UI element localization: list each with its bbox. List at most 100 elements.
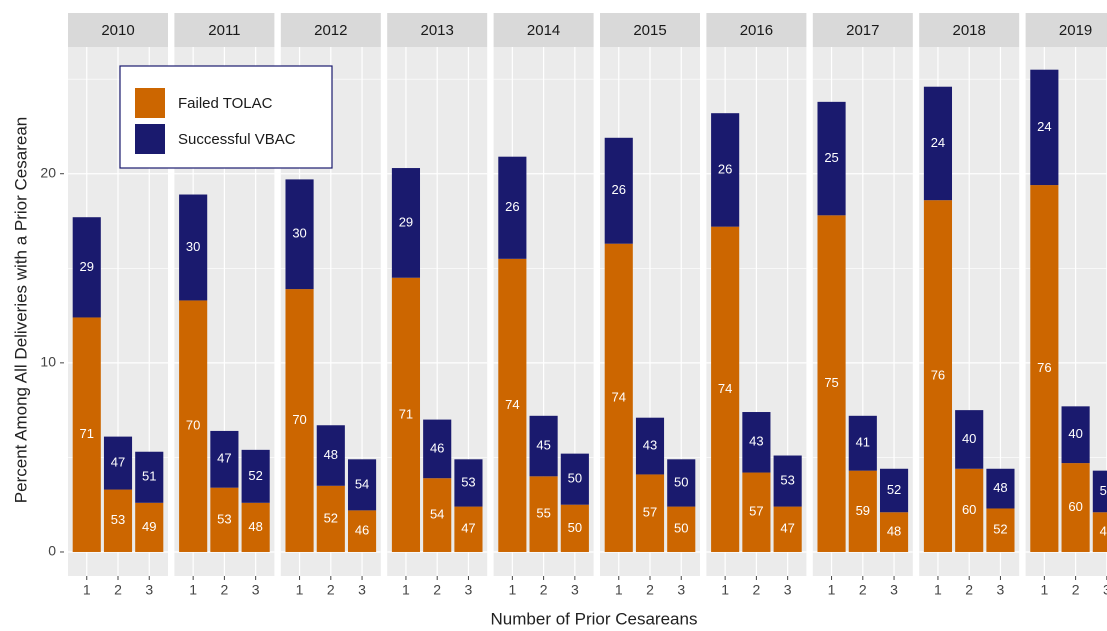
y-tick-label: 10 [40, 354, 56, 370]
bar-segment [210, 430, 239, 488]
bar-label: 76 [1037, 360, 1051, 375]
bar-segment [316, 485, 345, 552]
bar-segment [179, 194, 208, 301]
bar-label: 46 [430, 440, 444, 455]
bar-segment [742, 412, 771, 473]
x-tick-label: 1 [296, 582, 304, 598]
bar-segment [72, 217, 101, 318]
bar-label: 52 [324, 510, 338, 525]
bar-label: 29 [399, 214, 413, 229]
strip [493, 13, 594, 47]
bar-segment [135, 502, 164, 552]
bar-segment [773, 506, 802, 552]
strip [174, 13, 275, 47]
facet-title: 2015 [633, 22, 666, 39]
bar-segment [604, 137, 633, 244]
bar-segment [285, 179, 314, 290]
bar-segment [241, 449, 270, 503]
bar-label: 41 [856, 435, 870, 450]
bar-label: 71 [80, 426, 94, 441]
x-tick-label: 2 [327, 582, 335, 598]
bar-label: 50 [568, 471, 582, 486]
bar-label: 25 [824, 150, 838, 165]
bar-segment [848, 415, 877, 471]
bar-label: 60 [962, 502, 976, 517]
bar-label: 50 [674, 521, 688, 536]
bar-label: 55 [536, 506, 550, 521]
bar-label: 26 [505, 199, 519, 214]
y-axis-title: Percent Among All Deliveries with a Prio… [11, 117, 30, 503]
bar-segment [604, 243, 633, 552]
bar-label: 46 [355, 523, 369, 538]
bar-segment [1030, 185, 1059, 552]
bar-label: 53 [461, 474, 475, 489]
bar-label: 52 [887, 482, 901, 497]
bar-label: 74 [718, 381, 732, 396]
bar-segment [817, 101, 846, 216]
x-tick-label: 3 [358, 582, 366, 598]
bar-segment [1061, 463, 1090, 552]
bar-segment [1061, 406, 1090, 464]
bar-segment [498, 258, 527, 552]
bar-label: 40 [962, 431, 976, 446]
bar-label: 29 [80, 259, 94, 274]
bar-segment [711, 226, 740, 552]
bar-segment [635, 474, 665, 552]
bar-segment [454, 506, 483, 552]
bar-segment [742, 472, 771, 552]
x-axis-title: Number of Prior Cesareans [491, 609, 698, 628]
bar-label: 76 [931, 368, 945, 383]
facet-title: 2018 [953, 22, 986, 39]
bar-label: 52 [993, 522, 1007, 537]
x-tick-label: 2 [859, 582, 867, 598]
bar-segment [1092, 470, 1107, 513]
bar-label: 52 [248, 468, 262, 483]
bar-segment [955, 410, 984, 469]
x-tick-label: 3 [677, 582, 685, 598]
bar-label: 48 [248, 519, 262, 534]
bar-segment [72, 317, 101, 552]
x-tick-label: 3 [145, 582, 153, 598]
x-tick-label: 3 [571, 582, 579, 598]
bar-segment [986, 468, 1015, 509]
bar-label: 43 [643, 438, 657, 453]
facet-title: 2010 [101, 22, 134, 39]
bar-label: 71 [399, 406, 413, 421]
y-tick-label: 20 [40, 164, 56, 180]
strip [600, 13, 700, 47]
y-tick-label: 0 [48, 543, 56, 559]
x-tick-label: 2 [753, 582, 761, 598]
bar-label: 48 [887, 524, 901, 539]
bar-label: 59 [856, 503, 870, 518]
bar-segment [347, 459, 377, 511]
bar-segment [103, 489, 133, 552]
bar-label: 74 [505, 397, 519, 412]
x-tick-label: 3 [784, 582, 792, 598]
x-tick-label: 2 [1072, 582, 1080, 598]
facet-title: 2017 [846, 22, 879, 39]
bar-segment [498, 156, 527, 259]
bar-segment [560, 504, 589, 552]
bar-label: 24 [931, 135, 945, 150]
bar-label: 47 [780, 521, 794, 536]
x-tick-label: 1 [721, 582, 729, 598]
x-tick-label: 3 [997, 582, 1005, 598]
bar-label: 30 [292, 226, 306, 241]
bar-label: 57 [643, 505, 657, 520]
bar-segment [103, 436, 133, 490]
x-tick-label: 2 [114, 582, 122, 598]
bar-segment [316, 425, 345, 486]
x-tick-label: 1 [1040, 582, 1048, 598]
bar-label: 57 [749, 504, 763, 519]
x-tick-label: 3 [890, 582, 898, 598]
x-tick-label: 1 [828, 582, 836, 598]
facet-title: 2013 [421, 22, 454, 39]
bar-segment [817, 215, 846, 552]
bar-segment [210, 487, 239, 552]
x-tick-label: 2 [646, 582, 654, 598]
legend-label: Failed TOLAC [178, 95, 273, 112]
bar-segment [923, 86, 953, 201]
strip [706, 13, 807, 47]
bar-segment [1092, 512, 1107, 552]
